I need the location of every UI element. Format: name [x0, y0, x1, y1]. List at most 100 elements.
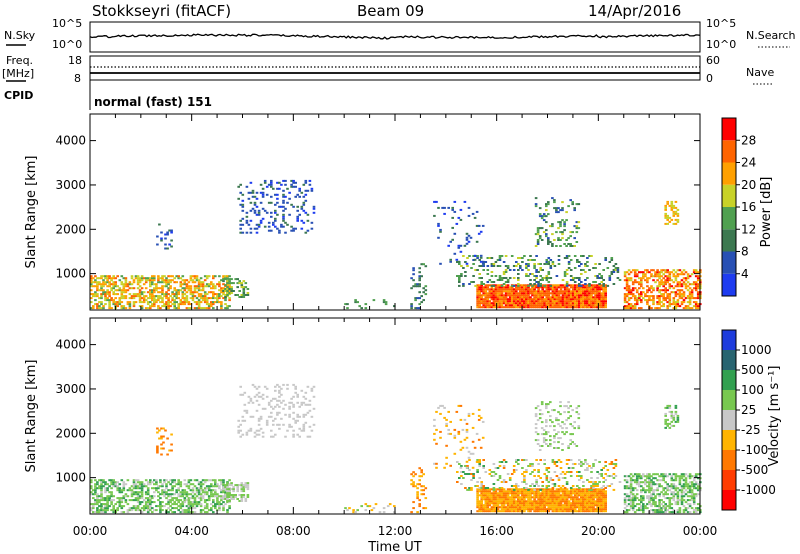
scatter-cell — [482, 292, 485, 295]
scatter-cell — [535, 490, 538, 493]
scatter-cell — [594, 504, 597, 507]
scatter-cell — [265, 211, 269, 214]
scatter-cell — [140, 287, 144, 290]
scatter-cell — [265, 193, 269, 196]
scatter-cell — [490, 275, 494, 277]
scatter-cell — [582, 498, 585, 501]
scatter-cell — [187, 307, 191, 310]
scatter-cell — [189, 503, 193, 506]
scatter-cell — [592, 288, 595, 291]
scatter-cell — [203, 297, 207, 300]
scatter-cell — [543, 284, 546, 287]
scatter-cell — [132, 281, 136, 284]
scatter-cell — [551, 243, 554, 245]
scatter-cell — [364, 303, 368, 306]
scatter-cell — [525, 265, 528, 267]
scatter-cell — [482, 504, 485, 507]
scatter-cell — [596, 306, 599, 309]
scatter-cell — [165, 479, 168, 482]
scatter-cell — [104, 275, 107, 278]
scatter-cell — [523, 284, 526, 287]
scatter-cell — [175, 295, 178, 298]
scatter-cell — [537, 294, 540, 297]
scatter-cell — [565, 508, 569, 511]
scatter-cell — [631, 501, 635, 504]
scatter-cell — [506, 286, 510, 289]
scatter-cell — [203, 501, 207, 504]
scatter-cell — [122, 295, 126, 298]
scatter-cell — [239, 393, 242, 396]
scatter-cell — [551, 290, 555, 293]
scatter-cell — [682, 295, 686, 298]
scatter-cell — [498, 302, 502, 305]
scatter-cell — [540, 401, 544, 404]
scatter-cell — [294, 181, 297, 184]
scatter-cell — [94, 275, 97, 278]
scatter-cell — [465, 436, 469, 439]
scatter-cell — [181, 501, 185, 504]
scatter-cell — [642, 297, 645, 300]
scatter-cell — [104, 303, 107, 306]
scatter-cell — [596, 477, 599, 479]
scatter-cell — [682, 299, 686, 302]
scatter-cell — [116, 275, 119, 278]
scatter-cell — [547, 304, 551, 307]
scatter-cell — [640, 507, 643, 510]
scatter-cell — [517, 286, 520, 289]
scatter-cell — [173, 479, 176, 482]
scatter-cell — [652, 289, 655, 292]
scatter-cell — [648, 295, 651, 298]
scatter-cell — [580, 492, 583, 495]
scatter-cell — [144, 503, 148, 506]
scatter-cell — [232, 282, 235, 285]
scatter-cell — [578, 277, 581, 279]
scatter-cell — [577, 405, 581, 408]
scatter-cell — [224, 297, 227, 300]
scatter-cell — [648, 287, 651, 290]
scatter-cell — [157, 281, 160, 284]
nsky-tick-bottom: 10^0 — [52, 38, 82, 51]
scatter-cell — [126, 303, 130, 306]
scatter-cell — [559, 300, 563, 303]
scatter-cell — [161, 483, 164, 486]
scatter-cell — [676, 299, 680, 302]
scatter-cell — [476, 502, 479, 505]
scatter-cell — [132, 303, 136, 306]
scatter-cell — [640, 271, 643, 274]
scatter-cell — [197, 301, 201, 304]
scatter-cell — [453, 436, 457, 439]
scatter-cell — [512, 502, 516, 505]
scatter-cell — [228, 500, 231, 502]
scatter-cell — [257, 403, 261, 406]
scatter-cell — [498, 461, 502, 463]
scatter-cell — [549, 298, 553, 301]
scatter-cell — [561, 498, 565, 501]
scatter-cell — [590, 300, 593, 303]
scatter-cell — [694, 303, 698, 306]
scatter-cell — [547, 290, 551, 293]
scatter-cell — [576, 485, 579, 487]
scatter-cell — [596, 296, 599, 299]
scatter-cell — [435, 428, 438, 431]
scatter-cell — [541, 490, 544, 493]
scatter-cell — [598, 481, 601, 483]
nsky-tick-top: 10^5 — [52, 17, 82, 30]
scatter-cell — [462, 267, 465, 269]
scatter-cell — [226, 509, 229, 512]
scatter-cell — [590, 467, 593, 469]
scatter-cell — [193, 275, 197, 278]
scatter-cell — [629, 473, 633, 476]
scatter-cell — [185, 285, 189, 288]
scatter-cell — [549, 292, 553, 295]
scatter-cell — [122, 495, 126, 498]
scatter-cell — [482, 265, 485, 267]
scatter-cell — [224, 484, 227, 487]
scatter-cell — [492, 483, 496, 485]
scatter-cell — [272, 407, 275, 410]
scatter-cell — [205, 299, 209, 302]
scatter-cell — [199, 301, 203, 304]
scatter-cell — [575, 231, 579, 234]
scatter-cell — [696, 271, 700, 274]
scatter-cell — [504, 298, 508, 301]
